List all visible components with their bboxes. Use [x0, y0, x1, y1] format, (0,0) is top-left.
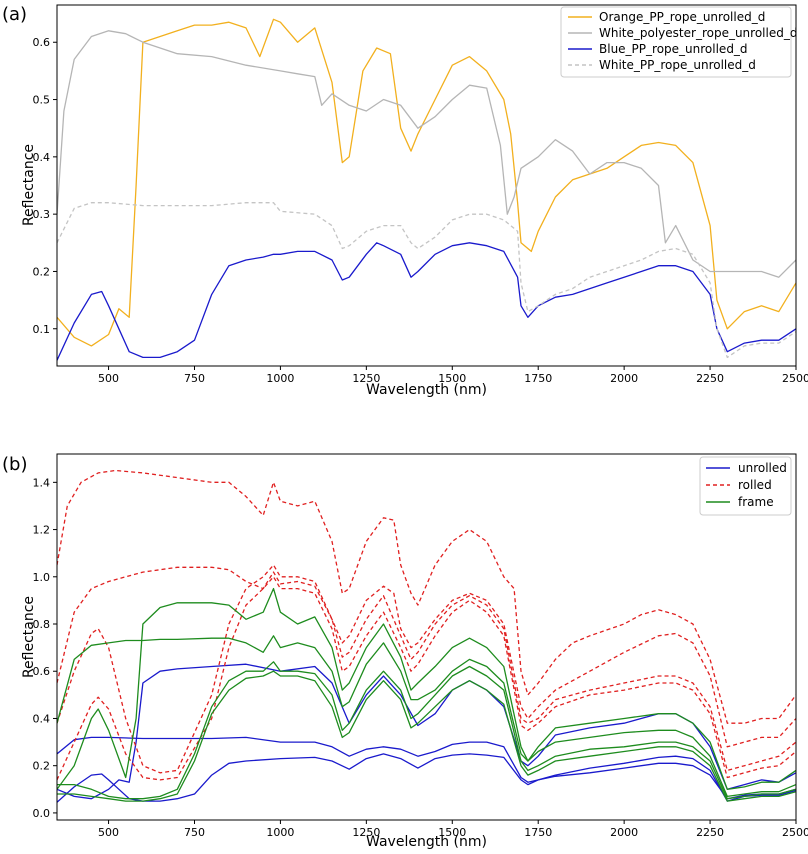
panel-b-series-line-1 — [57, 737, 796, 801]
panel-b-y-tick-label-0: 0.0 — [33, 807, 51, 820]
panel-a-y-tick-label-5: 0.6 — [33, 36, 51, 49]
legend-a-label-3: White_PP_rope_unrolled_d — [599, 58, 756, 72]
panel-b-x-tick-label-8: 2500 — [782, 826, 808, 839]
panel-a-y-tick-label-1: 0.2 — [33, 265, 51, 278]
panel-b-x-axis-label: Wavelength (nm) — [366, 834, 487, 850]
panel-a-label: (a) — [2, 4, 27, 25]
panel-a-x-tick-label-2: 1000 — [266, 372, 294, 385]
panel-b-y-axis-label: Reflectance — [21, 596, 37, 678]
panel-a-x-axis-label: Wavelength (nm) — [366, 382, 487, 398]
panel-b-x-tick-label-1: 750 — [184, 826, 205, 839]
legend-a-label-0: Orange_PP_rope_unrolled_d — [599, 10, 765, 24]
panel-b-series-line-5 — [57, 565, 796, 773]
panel-b-label: (b) — [2, 454, 27, 475]
panel-a-series-line-2 — [57, 243, 796, 360]
panel-b-plot-lines — [57, 471, 796, 803]
panel-a-x-tick-label-7: 2250 — [696, 372, 724, 385]
panel-b-series-line-3 — [57, 471, 796, 724]
panel-b-y-tick-label-7: 1.4 — [33, 476, 51, 489]
panel-b-series-line-10 — [57, 671, 796, 801]
panel-a-series-line-3 — [57, 203, 796, 358]
legend-a-label-1: White_polyester_rope_unrolled_d — [599, 26, 797, 40]
legend-b-label-0: unrolled — [738, 461, 787, 475]
panel-b-x-tick-label-2: 1000 — [266, 826, 294, 839]
panel-b-x-tick-label-6: 2000 — [610, 826, 638, 839]
panel-a-x-tick-label-8: 2500 — [782, 372, 808, 385]
legend-b-label-2: frame — [738, 495, 774, 509]
panel-b-series-line-2 — [57, 754, 796, 802]
panel-b-series-line-7 — [57, 636, 796, 790]
legend-a-label-2: Blue_PP_rope_unrolled_d — [599, 42, 748, 56]
panel-b-x-tick-label-7: 2250 — [696, 826, 724, 839]
panel-b-legend: unrolled rolled frame — [700, 457, 791, 515]
panel-a-x-tick-label-5: 1750 — [524, 372, 552, 385]
panel-a-x-tick-label-1: 750 — [184, 372, 205, 385]
panel-a-x-tick-label-0: 500 — [98, 372, 119, 385]
panel-b-y-tick-label-6: 1.2 — [33, 524, 51, 537]
panel-a-x-tick-label-6: 2000 — [610, 372, 638, 385]
panel-b-x-tick-label-0: 500 — [98, 826, 119, 839]
legend-b-label-1: rolled — [738, 478, 772, 492]
panel-b-y-tick-label-5: 1.0 — [33, 571, 51, 584]
panel-a-y-tick-label-0: 0.1 — [33, 323, 51, 336]
panel-a-y-tick-label-4: 0.5 — [33, 94, 51, 107]
panel-b-y-tick-label-1: 0.2 — [33, 760, 51, 773]
panel-a-legend: Orange_PP_rope_unrolled_d White_polyeste… — [561, 7, 797, 77]
panel-a-y-axis-label: Reflectance — [21, 144, 37, 226]
panel-b-x-tick-label-5: 1750 — [524, 826, 552, 839]
panel-b-y-tick-label-2: 0.4 — [33, 712, 51, 725]
